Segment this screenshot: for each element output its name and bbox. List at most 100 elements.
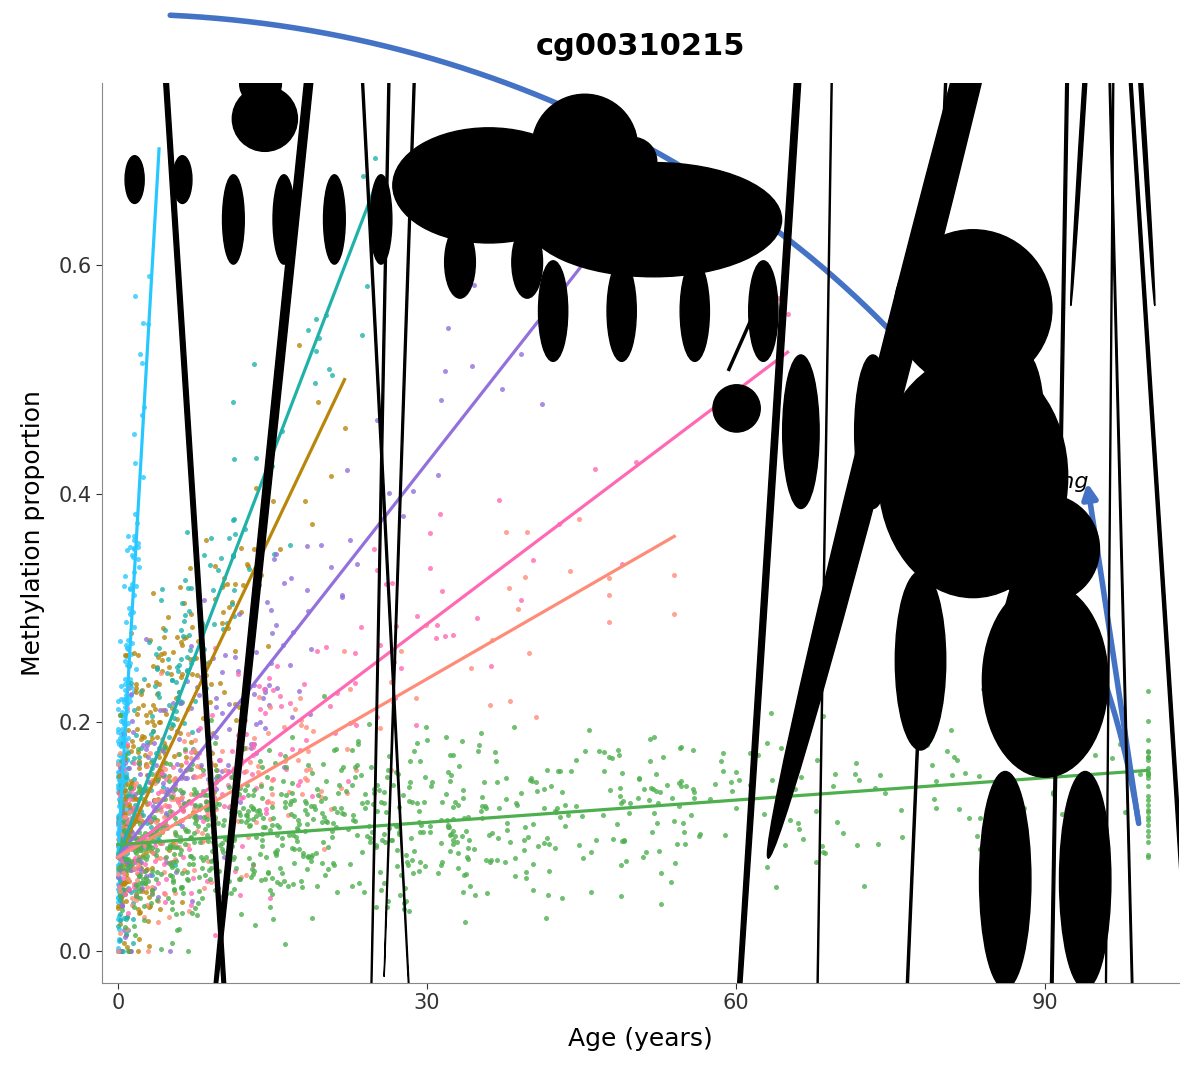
Point xyxy=(176,748,196,765)
Ellipse shape xyxy=(983,583,1108,777)
Point xyxy=(757,734,776,751)
Point xyxy=(114,875,133,892)
Point xyxy=(150,675,169,693)
Point xyxy=(120,581,139,598)
Point xyxy=(444,746,463,763)
Point xyxy=(806,751,826,769)
Point xyxy=(264,417,283,434)
Point xyxy=(146,870,166,888)
Ellipse shape xyxy=(713,385,761,432)
Point xyxy=(206,780,226,798)
Point xyxy=(420,818,439,835)
Ellipse shape xyxy=(1028,0,1100,1072)
Point xyxy=(226,576,245,593)
Point xyxy=(167,790,186,807)
Point xyxy=(613,833,632,850)
Point xyxy=(1139,808,1158,825)
Point xyxy=(139,839,158,857)
Point xyxy=(251,713,270,730)
Point xyxy=(110,839,130,857)
Point xyxy=(242,735,262,753)
Point xyxy=(110,932,130,949)
Point xyxy=(133,784,152,801)
Point xyxy=(242,739,262,756)
Point xyxy=(146,674,166,691)
Point xyxy=(128,806,148,823)
Point xyxy=(793,831,812,848)
Point xyxy=(131,880,150,897)
Point xyxy=(360,818,379,835)
Point xyxy=(233,741,252,758)
Point xyxy=(125,564,144,581)
Point xyxy=(124,644,143,661)
Point xyxy=(179,807,198,824)
Point xyxy=(163,853,182,870)
Point xyxy=(108,837,127,854)
Point xyxy=(149,888,168,905)
Point xyxy=(876,785,895,802)
Point xyxy=(127,839,146,857)
Point xyxy=(161,756,180,773)
Point xyxy=(166,825,185,843)
Point xyxy=(385,689,404,706)
Point xyxy=(109,779,128,796)
Point xyxy=(355,800,374,817)
Point xyxy=(130,850,149,867)
Point xyxy=(156,745,175,762)
Point xyxy=(160,798,179,815)
Point xyxy=(188,894,208,911)
Point xyxy=(163,699,182,716)
Point xyxy=(1139,802,1158,819)
Point xyxy=(448,833,467,850)
Point xyxy=(181,829,200,846)
Point xyxy=(116,820,136,837)
Point xyxy=(119,817,138,834)
Ellipse shape xyxy=(1186,521,1200,569)
Point xyxy=(179,579,198,596)
Point xyxy=(317,814,336,831)
Point xyxy=(110,911,130,928)
Point xyxy=(181,760,200,777)
Point xyxy=(148,831,167,848)
Point xyxy=(550,762,569,779)
Point xyxy=(116,837,136,854)
Point xyxy=(181,847,200,864)
Point xyxy=(334,759,353,776)
Point xyxy=(168,792,187,809)
Point xyxy=(212,704,232,721)
Point xyxy=(124,802,143,819)
Point xyxy=(169,688,188,705)
Point xyxy=(125,527,144,545)
Point xyxy=(642,823,661,840)
Point xyxy=(164,881,184,898)
Point xyxy=(792,769,811,786)
Point xyxy=(170,761,190,778)
Point xyxy=(233,576,252,593)
Point xyxy=(546,804,565,821)
Point xyxy=(304,723,323,740)
Point xyxy=(374,794,394,812)
Point xyxy=(112,725,131,742)
Point xyxy=(150,714,169,731)
Point xyxy=(122,712,142,729)
Point xyxy=(185,741,204,758)
Point xyxy=(206,857,226,874)
Point xyxy=(128,900,148,918)
Point xyxy=(458,808,478,825)
Point xyxy=(125,701,144,718)
Point xyxy=(432,583,451,600)
Point xyxy=(617,852,636,869)
Point xyxy=(125,852,144,869)
Point xyxy=(527,709,546,726)
Point xyxy=(298,848,317,865)
Point xyxy=(156,804,175,821)
Point xyxy=(143,751,162,769)
Point xyxy=(205,591,224,608)
Point xyxy=(138,848,157,865)
Ellipse shape xyxy=(206,0,400,1072)
Point xyxy=(973,681,992,698)
Point xyxy=(204,724,223,741)
Point xyxy=(304,810,323,828)
Point xyxy=(121,679,140,696)
Point xyxy=(233,720,252,738)
